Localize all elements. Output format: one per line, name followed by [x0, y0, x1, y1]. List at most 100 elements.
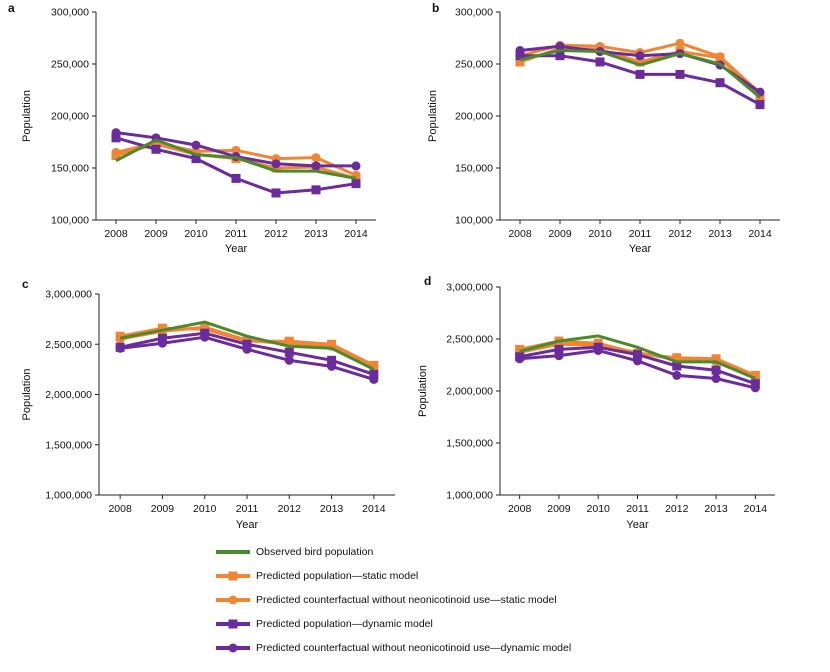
- data-point-circle: [515, 354, 525, 364]
- legend-swatch: [216, 595, 250, 605]
- data-point-circle: [242, 344, 252, 354]
- panel-letter: c: [22, 277, 29, 291]
- series-line: [519, 49, 761, 99]
- data-point-circle: [672, 370, 682, 380]
- x-tick-label: 2009: [548, 228, 572, 240]
- y-tick-label: 2,000,000: [446, 386, 493, 398]
- x-tick-label: 2008: [108, 503, 132, 515]
- data-point-circle: [231, 145, 241, 155]
- legend-item: Predicted population—dynamic model: [216, 612, 636, 636]
- x-tick-label: 2013: [704, 503, 728, 515]
- data-point-circle: [157, 338, 167, 348]
- legend-item: Predicted counterfactual without neonico…: [216, 588, 636, 612]
- data-point-square: [327, 355, 337, 365]
- legend-item: Predicted counterfactual without neonico…: [216, 636, 636, 660]
- legend-marker-square: [228, 619, 238, 629]
- y-tick-label: 200,000: [455, 111, 493, 123]
- legend-swatch: [216, 643, 250, 653]
- data-point-square: [595, 57, 605, 67]
- data-point-circle: [311, 161, 321, 171]
- data-point-square: [715, 78, 725, 88]
- y-tick-label: 3,000,000: [45, 289, 92, 301]
- data-point-square: [271, 188, 281, 198]
- data-point-square: [515, 57, 525, 67]
- data-point-circle: [633, 356, 642, 366]
- data-point-circle: [327, 361, 337, 371]
- x-axis-title: Year: [225, 243, 248, 255]
- panel-letter: d: [424, 274, 431, 288]
- data-point-square: [311, 185, 321, 195]
- data-point-circle: [711, 374, 721, 384]
- data-point-square: [675, 69, 685, 79]
- y-tick-label: 300,000: [51, 7, 89, 19]
- x-axis-title: Year: [629, 243, 652, 255]
- data-point-circle: [191, 140, 201, 150]
- data-point-circle: [111, 128, 121, 138]
- data-point-circle: [200, 332, 210, 342]
- x-tick-label: 2010: [588, 228, 612, 240]
- x-tick-label: 2011: [236, 503, 259, 515]
- y-tick-label: 1,500,000: [45, 439, 92, 451]
- data-point-square: [369, 369, 379, 379]
- x-tick-label: 2010: [587, 503, 611, 515]
- x-tick-label: 2010: [184, 228, 208, 240]
- legend-swatch: [216, 571, 250, 581]
- data-point-square: [672, 361, 682, 371]
- y-axis-title: Population: [21, 90, 33, 142]
- data-point-square: [635, 69, 645, 79]
- data-point-square: [554, 344, 564, 354]
- x-tick-label: 2009: [151, 503, 175, 515]
- y-axis-title: Population: [21, 369, 33, 421]
- legend-label: Predicted counterfactual without neonico…: [256, 642, 572, 654]
- y-tick-label: 300,000: [455, 7, 493, 19]
- data-point-circle: [284, 355, 294, 365]
- x-axis-title: Year: [626, 519, 649, 531]
- x-tick-label: 2012: [668, 228, 692, 240]
- x-tick-label: 2013: [320, 503, 344, 515]
- x-tick-label: 2014: [344, 228, 368, 240]
- data-point-circle: [369, 374, 379, 384]
- x-tick-label: 2011: [626, 503, 649, 515]
- x-tick-label: 2014: [362, 503, 386, 515]
- legend-label: Predicted counterfactual without neonico…: [256, 594, 557, 606]
- y-axis-title: Population: [417, 365, 429, 417]
- data-point-square: [635, 57, 645, 67]
- x-tick-label: 2010: [193, 503, 217, 515]
- data-point-circle: [351, 161, 361, 171]
- x-tick-label: 2008: [104, 228, 128, 240]
- legend-label: Predicted population—static model: [256, 570, 419, 582]
- data-point-square: [231, 173, 241, 183]
- y-tick-label: 200,000: [51, 111, 89, 123]
- legend-label: Observed bird population: [256, 546, 374, 558]
- y-tick-label: 2,000,000: [45, 389, 92, 401]
- data-point-circle: [715, 52, 725, 62]
- series-line: [115, 138, 357, 180]
- y-tick-label: 1,000,000: [446, 490, 493, 502]
- data-point-square: [555, 51, 565, 61]
- x-tick-label: 2011: [629, 228, 652, 240]
- x-tick-label: 2011: [225, 228, 248, 240]
- y-tick-label: 1,500,000: [446, 438, 493, 450]
- y-tick-label: 150,000: [455, 163, 493, 175]
- x-tick-label: 2013: [304, 228, 328, 240]
- legend-item: Observed bird population: [216, 540, 636, 564]
- data-point-circle: [515, 45, 525, 55]
- legend-item: Predicted population—static model: [216, 564, 636, 588]
- panel-letter: a: [8, 1, 15, 15]
- legend-marker-square: [228, 571, 238, 581]
- x-tick-label: 2014: [744, 503, 768, 515]
- series-line: [519, 334, 756, 380]
- x-axis-title: Year: [236, 519, 259, 531]
- y-tick-label: 250,000: [51, 59, 89, 71]
- data-point-square: [633, 350, 642, 360]
- legend-marker-circle: [228, 643, 238, 653]
- figure-panels: a 100,000 150,000 200,000 250,000 300,000 2008…: [8, 1, 780, 531]
- x-tick-label: 2013: [708, 228, 732, 240]
- data-point-circle: [115, 343, 125, 353]
- x-tick-label: 2009: [144, 228, 168, 240]
- data-point-square: [151, 144, 161, 154]
- legend-marker-circle: [228, 595, 238, 605]
- legend: Observed bird population Predicted popul…: [216, 540, 636, 660]
- data-point-circle: [111, 147, 121, 157]
- data-point-circle: [675, 38, 685, 48]
